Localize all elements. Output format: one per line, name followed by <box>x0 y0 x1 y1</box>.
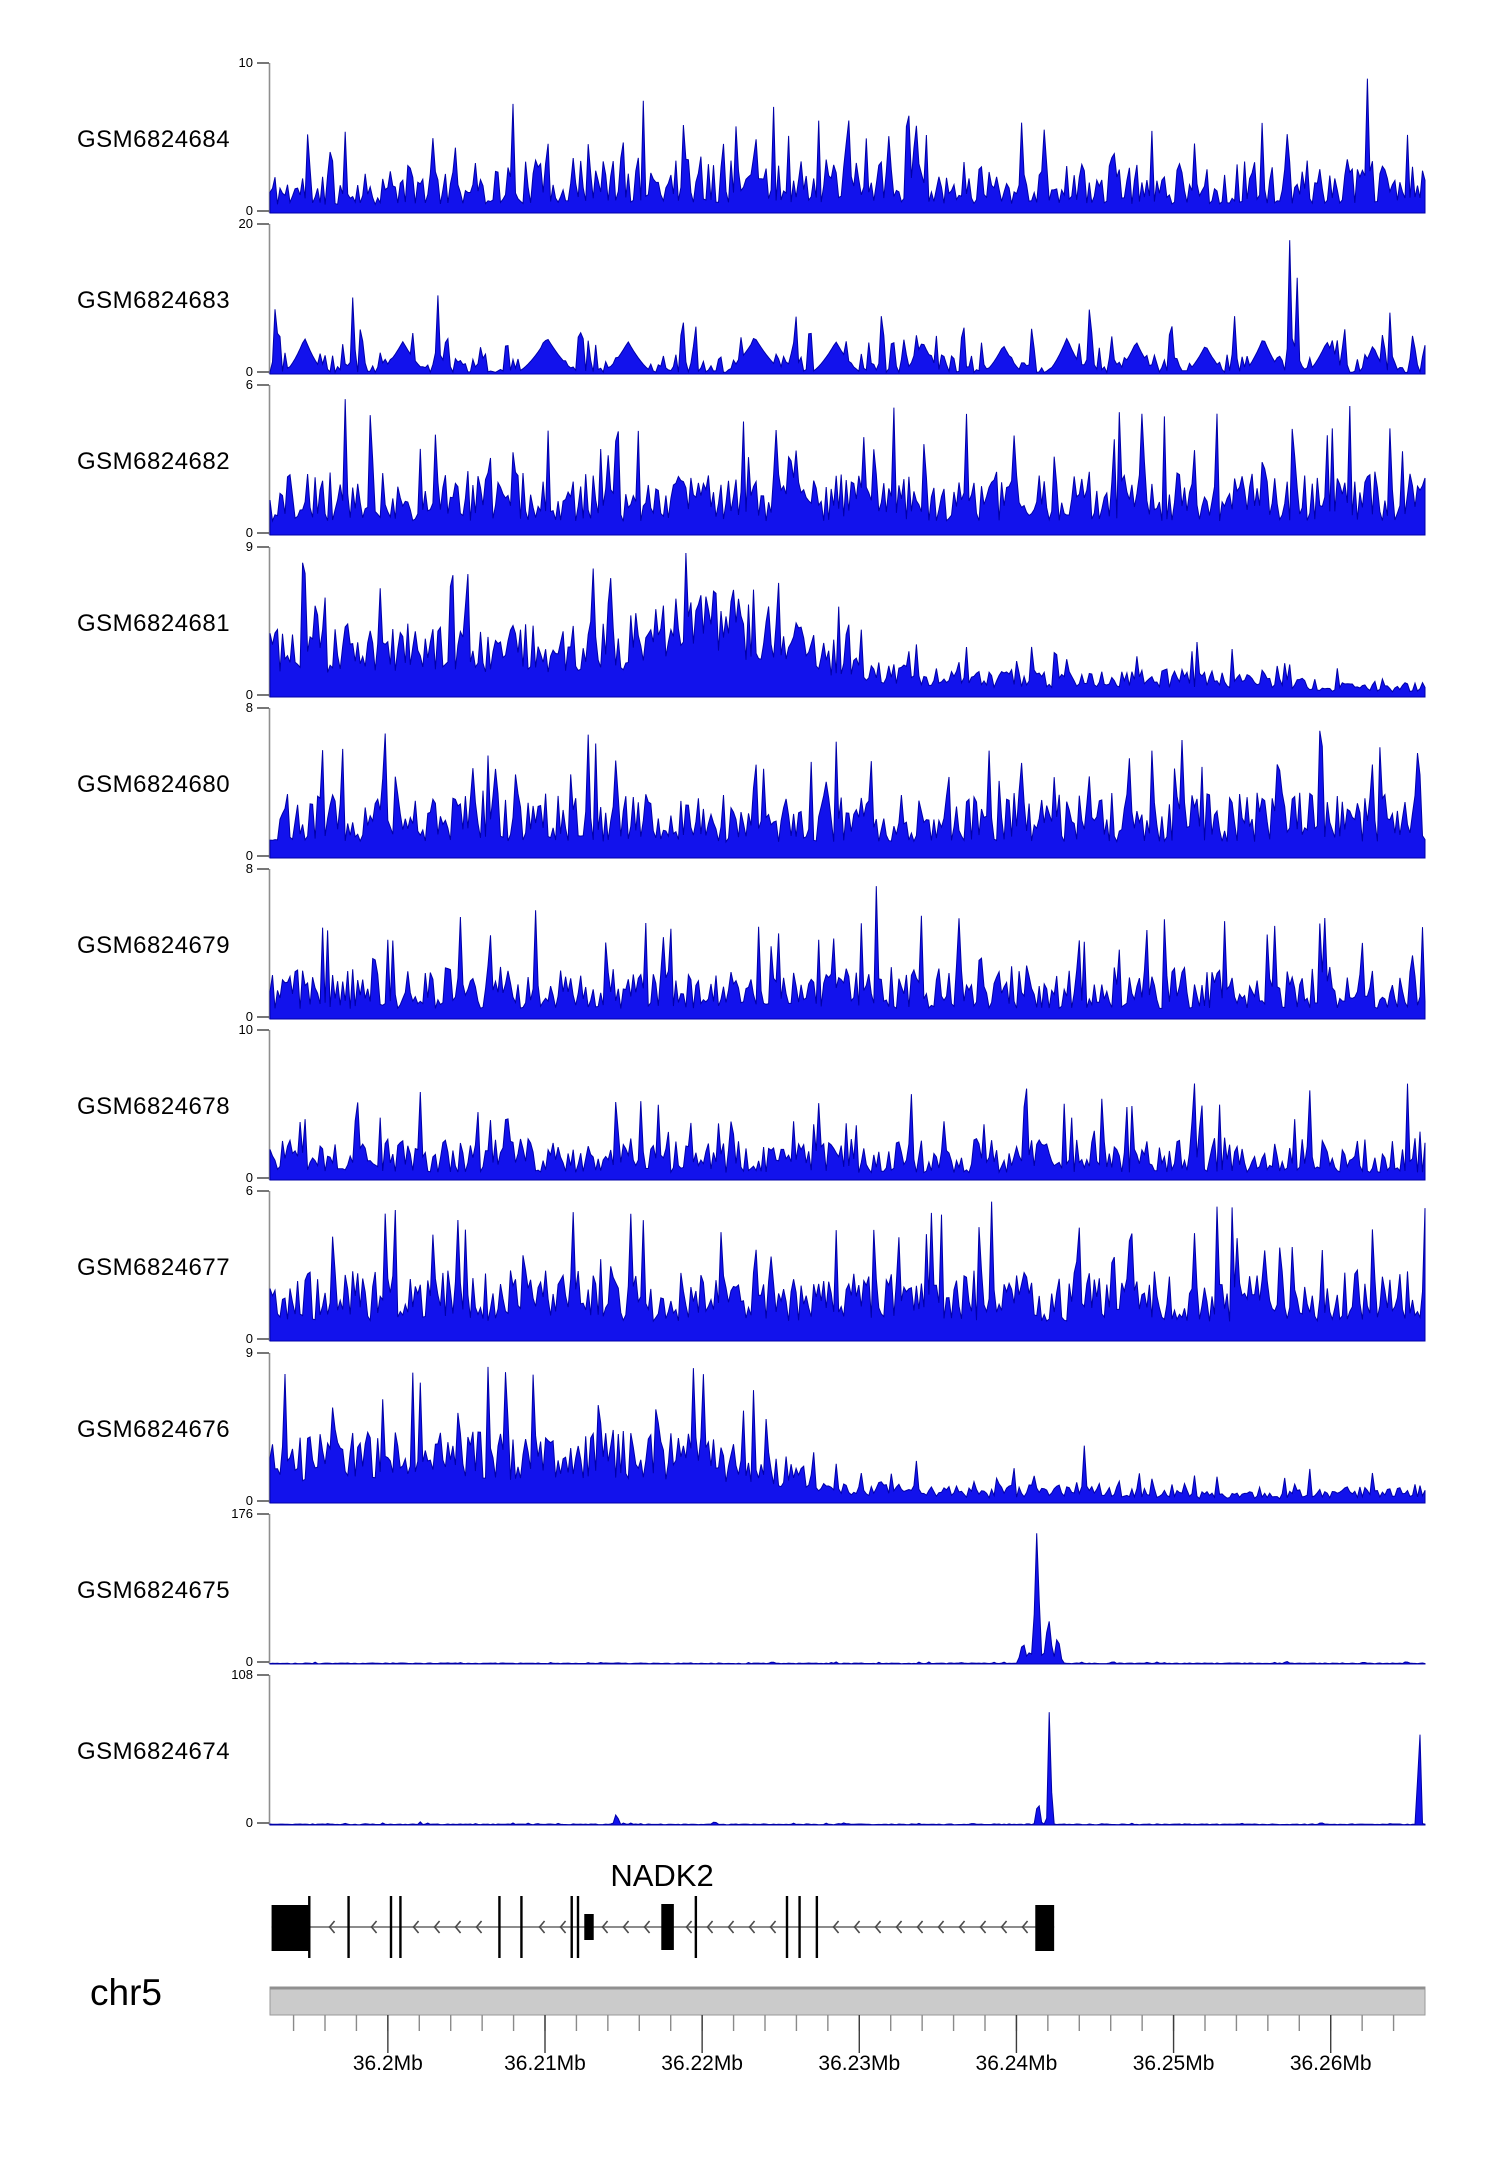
track-zero-label: 0 <box>245 203 253 218</box>
track-zero-label: 0 <box>245 848 253 863</box>
track-plot <box>257 384 1426 536</box>
track-zero-label: 0 <box>245 687 253 702</box>
track-ymax-label: 8 <box>245 700 253 715</box>
track-label: GSM6824675 <box>77 1577 231 1604</box>
chromosome-label: chr5 <box>90 1972 162 2013</box>
axis-tick-label: 36.21Mb <box>504 2052 586 2075</box>
track-ymax-label: 10 <box>238 55 253 70</box>
track-zero-label: 0 <box>245 1170 253 1185</box>
track-zero-label: 0 <box>245 525 253 540</box>
axis-tick-label: 36.22Mb <box>661 2052 743 2075</box>
gene-name-label: NADK2 <box>610 1858 714 1893</box>
track-label: GSM6824679 <box>77 932 231 959</box>
track-ymax-label: 9 <box>245 1345 253 1360</box>
axis-tick-label: 36.2Mb <box>352 2052 423 2075</box>
track-label: GSM6824680 <box>77 771 231 798</box>
track-zero-label: 0 <box>245 1009 253 1024</box>
track-label: GSM6824674 <box>77 1738 231 1765</box>
track-ymax-label: 10 <box>238 1022 253 1037</box>
track-ymax-label: 6 <box>245 377 253 392</box>
track-plot <box>257 62 1426 214</box>
track-zero-label: 0 <box>245 364 253 379</box>
axis-tick-label: 36.26Mb <box>1289 2052 1372 2075</box>
track-plot <box>257 1352 1426 1504</box>
track-label: GSM6824683 <box>77 287 231 314</box>
track-zero-label: 0 <box>245 1493 253 1508</box>
track-plot <box>257 223 1426 375</box>
track-ymax-label: 108 <box>231 1667 253 1682</box>
track-ymax-label: 8 <box>245 861 253 876</box>
track-zero-label: 0 <box>245 1654 253 1669</box>
track-ymax-label: 6 <box>245 1183 253 1198</box>
track-plot <box>257 1513 1426 1665</box>
track-zero-label: 0 <box>245 1331 253 1346</box>
gene-model <box>271 1896 1055 1958</box>
axis-tick-label: 36.24Mb <box>975 2052 1058 2075</box>
track-plot <box>257 1029 1426 1181</box>
axis-tick-label: 36.25Mb <box>1132 2052 1215 2075</box>
track-zero-label: 0 <box>245 1815 253 1830</box>
genome-axis <box>269 1986 1426 2053</box>
track-ymax-label: 9 <box>245 539 253 554</box>
track-label: GSM6824676 <box>77 1416 231 1443</box>
track-ymax-label: 20 <box>238 216 253 231</box>
track-label: GSM6824684 <box>77 126 231 153</box>
track-plot <box>257 546 1426 698</box>
track-plot <box>257 1190 1426 1342</box>
track-plot <box>257 868 1426 1020</box>
track-plot <box>257 1674 1426 1826</box>
track-label: GSM6824678 <box>77 1093 231 1120</box>
track-plot <box>257 707 1426 859</box>
axis-tick-label: 36.23Mb <box>818 2052 901 2075</box>
track-label: GSM6824682 <box>77 448 231 475</box>
track-label: GSM6824677 <box>77 1254 231 1281</box>
track-ymax-label: 176 <box>231 1506 253 1521</box>
track-label: GSM6824681 <box>77 610 231 637</box>
